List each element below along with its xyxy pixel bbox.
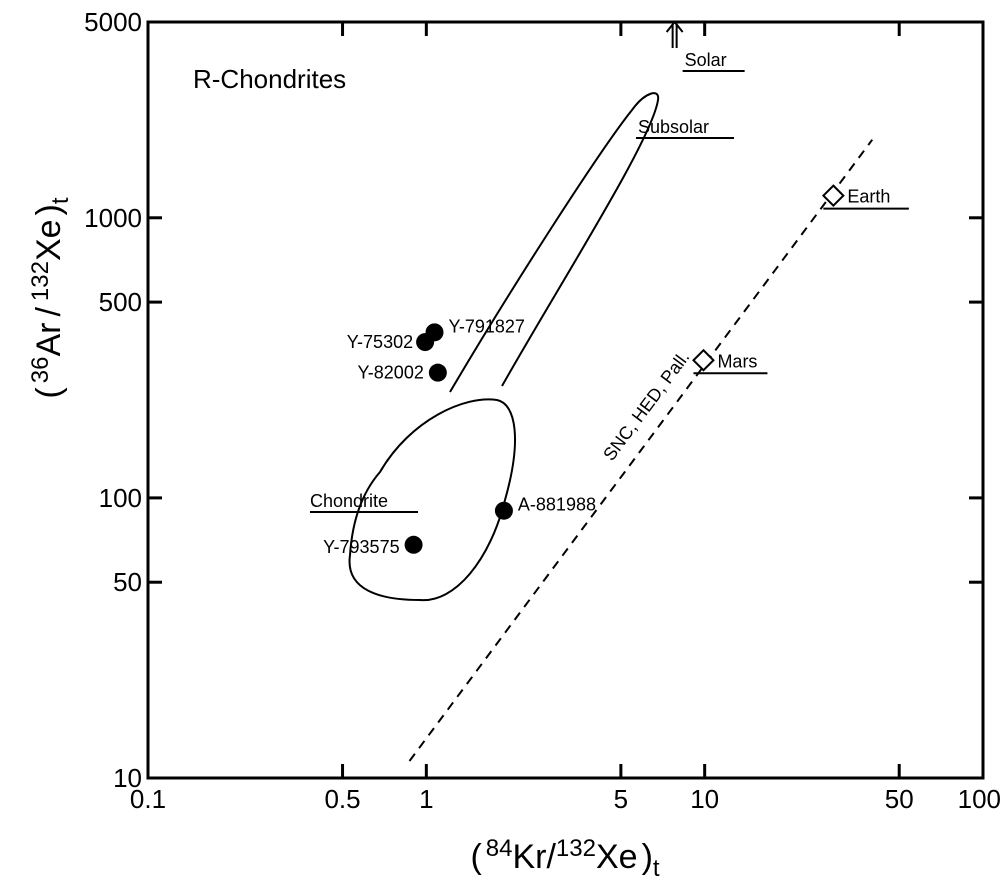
trend-line-label: SNC, HED, Pall. <box>599 347 693 464</box>
solar-arrow-head <box>665 20 684 33</box>
plot-frame <box>146 20 985 780</box>
y-tick-label: 10 <box>113 763 142 793</box>
trend-line <box>408 139 874 762</box>
y-tick-label: 5000 <box>84 7 142 37</box>
reference-label-earth: Earth <box>847 187 890 207</box>
chart-title: R-Chondrites <box>193 64 346 94</box>
axis-ticks: 0.1 0.5 1 5 10 50 100 10 50 100 500 1000 5000 <box>84 7 1001 814</box>
x-tick-label: 0.5 <box>324 784 360 814</box>
reference-marker-earth <box>821 184 845 208</box>
solar-label: Solar <box>685 50 727 70</box>
data-label-a-881988: A-881988 <box>518 495 596 515</box>
chondrite-region-outline <box>348 398 516 602</box>
reference-label-mars: Mars <box>717 351 757 371</box>
data-label-y-75302: Y-75302 <box>347 332 413 352</box>
data-point-a-881988 <box>494 501 513 520</box>
x-axis-title: (84Kr/132Xe)t <box>470 835 659 878</box>
region-label-subsolar: Subsolar <box>638 117 709 137</box>
y-tick-label: 1000 <box>84 203 142 233</box>
x-tick-label: 100 <box>958 784 1001 814</box>
data-label-y-793575: Y-793575 <box>323 537 399 557</box>
data-point-y-75302 <box>416 333 435 352</box>
reference-marker-mars <box>692 348 715 372</box>
data-points: Y-791827 Y-75302 Y-82002 A-881988 Y-793575 Ea… <box>323 184 909 557</box>
region-label-chondrite: Chondrite <box>310 491 388 511</box>
y-tick-label: 500 <box>99 287 142 317</box>
y-tick-label: 100 <box>99 483 142 513</box>
data-label-y-82002: Y-82002 <box>357 363 423 383</box>
x-tick-label: 1 <box>419 784 433 814</box>
x-tick-label: 5 <box>614 784 628 814</box>
x-tick-label: 50 <box>885 784 914 814</box>
solar-marker: Solar <box>665 20 745 72</box>
y-axis-title: (36Ar/132Xe)t <box>27 197 74 398</box>
subsolar-region-outline <box>449 92 660 393</box>
data-point-y-82002 <box>428 363 447 382</box>
x-tick-label: 0.1 <box>130 784 166 814</box>
x-tick-label: 10 <box>690 784 719 814</box>
data-label-y-791827: Y-791827 <box>449 316 525 336</box>
data-point-y-793575 <box>404 535 423 554</box>
y-tick-label: 50 <box>113 567 142 597</box>
